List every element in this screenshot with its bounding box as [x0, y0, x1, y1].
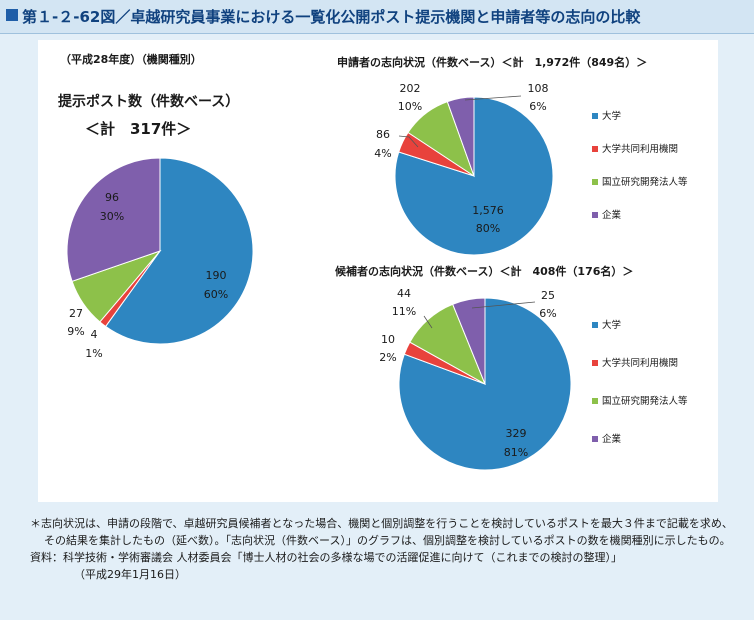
- chart3-leader-company: [471, 301, 536, 309]
- chart2-leader-company: [464, 95, 522, 101]
- chart3-label-company-pct: 6%: [539, 307, 556, 320]
- chart1-label-company-count: 96: [105, 191, 119, 204]
- chart2-label-company-pct: 6%: [529, 100, 546, 113]
- source-date: （平成29年1月16日）: [74, 568, 186, 581]
- chart2-label-university-pct: 80%: [476, 222, 500, 235]
- pie-slice-company: [446, 96, 475, 177]
- chart1-label-company-pct: 30%: [100, 210, 124, 223]
- legend-label-national-research-institute: 国立研究開発法人等: [602, 395, 688, 407]
- legend-label-company: 企業: [602, 209, 622, 221]
- legend-swatch-company: [592, 436, 598, 442]
- chart1-total: ＜計 317件＞: [85, 120, 191, 138]
- title-marker: [6, 9, 18, 21]
- chart2-label-university-count: 1,576: [472, 204, 504, 217]
- chart3-label-university-count: 329: [506, 427, 527, 440]
- legend-label-company: 企業: [602, 433, 622, 445]
- legend-swatch-national-research-institute: [592, 179, 598, 185]
- footnote-text: ＊志向状況は、申請の段階で、卓越研究員候補者となった場合、機関と個別調整を行うこ…: [30, 517, 733, 547]
- legend-swatch-inter-university: [592, 146, 598, 152]
- chart3-label-interuniv-count: 10: [381, 333, 395, 346]
- chart3-pie: [398, 297, 572, 471]
- chart2-label-nri-count: 202: [400, 82, 421, 95]
- legend-swatch-university: [592, 322, 598, 328]
- legend-swatch-national-research-institute: [592, 398, 598, 404]
- chart1-label-nri-pct: 9%: [67, 325, 84, 338]
- footnotes: ＊志向状況は、申請の段階で、卓越研究員候補者となった場合、機関と個別調整を行うこ…: [30, 515, 742, 583]
- chart2-title: 申請者の志向状況（件数ベース）＜計 1,972件（849名）＞: [337, 55, 647, 69]
- chart1-title: 提示ポスト数（件数ベース）: [58, 93, 239, 110]
- chart2-label-nri-pct: 10%: [398, 100, 422, 113]
- legend-label-national-research-institute: 国立研究開発法人等: [602, 176, 688, 188]
- legend-label-university: 大学: [602, 110, 621, 122]
- legend-label-university: 大学: [602, 319, 621, 331]
- pie-slice-company: [452, 297, 486, 385]
- chart1-label-interuniv-count: 4: [91, 328, 98, 341]
- chart3-leader-nri: [423, 315, 433, 329]
- chart2-label-company-count: 108: [528, 82, 549, 95]
- title-bar: 第１-２-62図／卓越研究員事業における一覧化公開ポスト提示機関と申請者等の志向…: [0, 0, 754, 34]
- legend-label-inter-university: 大学共同利用機関: [602, 357, 678, 369]
- chart2-label-interuniv-pct: 4%: [374, 147, 391, 160]
- chart1-pie: [66, 157, 254, 345]
- chart1-label-university-pct: 60%: [204, 288, 228, 301]
- legend-label-inter-university: 大学共同利用機関: [602, 143, 678, 155]
- chart3-label-university-pct: 81%: [504, 446, 528, 459]
- chart3-title: 候補者の志向状況（件数ベース）＜計 408件（176名）＞: [335, 264, 633, 278]
- legend-swatch-company: [592, 212, 598, 218]
- chart3-label-company-count: 25: [541, 289, 555, 302]
- pie-slice-university: [104, 157, 254, 345]
- figure-title: 第１-２-62図／卓越研究員事業における一覧化公開ポスト提示機関と申請者等の志向…: [22, 8, 641, 26]
- chart2-label-interuniv-count: 86: [376, 128, 390, 141]
- pie-slice-university: [398, 297, 572, 471]
- chart1-label-interuniv-pct: 1%: [85, 347, 102, 360]
- panel-subtitle: （平成28年度）（機関種別）: [60, 52, 202, 66]
- source-text: 資料：科学技術・学術審議会 人材委員会「博士人材の社会の多様な場での活躍促進に向…: [30, 551, 622, 564]
- chart1-label-university-count: 190: [206, 269, 227, 282]
- pie-slice-company: [66, 157, 161, 282]
- chart2-leader-interuniv: [398, 135, 419, 148]
- legend-swatch-university: [592, 113, 598, 119]
- chart3-label-interuniv-pct: 2%: [379, 351, 396, 364]
- chart3-label-nri-pct: 11%: [392, 305, 416, 318]
- legend-swatch-inter-university: [592, 360, 598, 366]
- chart2-pie: [394, 96, 554, 256]
- chart1-label-nri-count: 27: [69, 307, 83, 320]
- chart3-label-nri-count: 44: [397, 287, 411, 300]
